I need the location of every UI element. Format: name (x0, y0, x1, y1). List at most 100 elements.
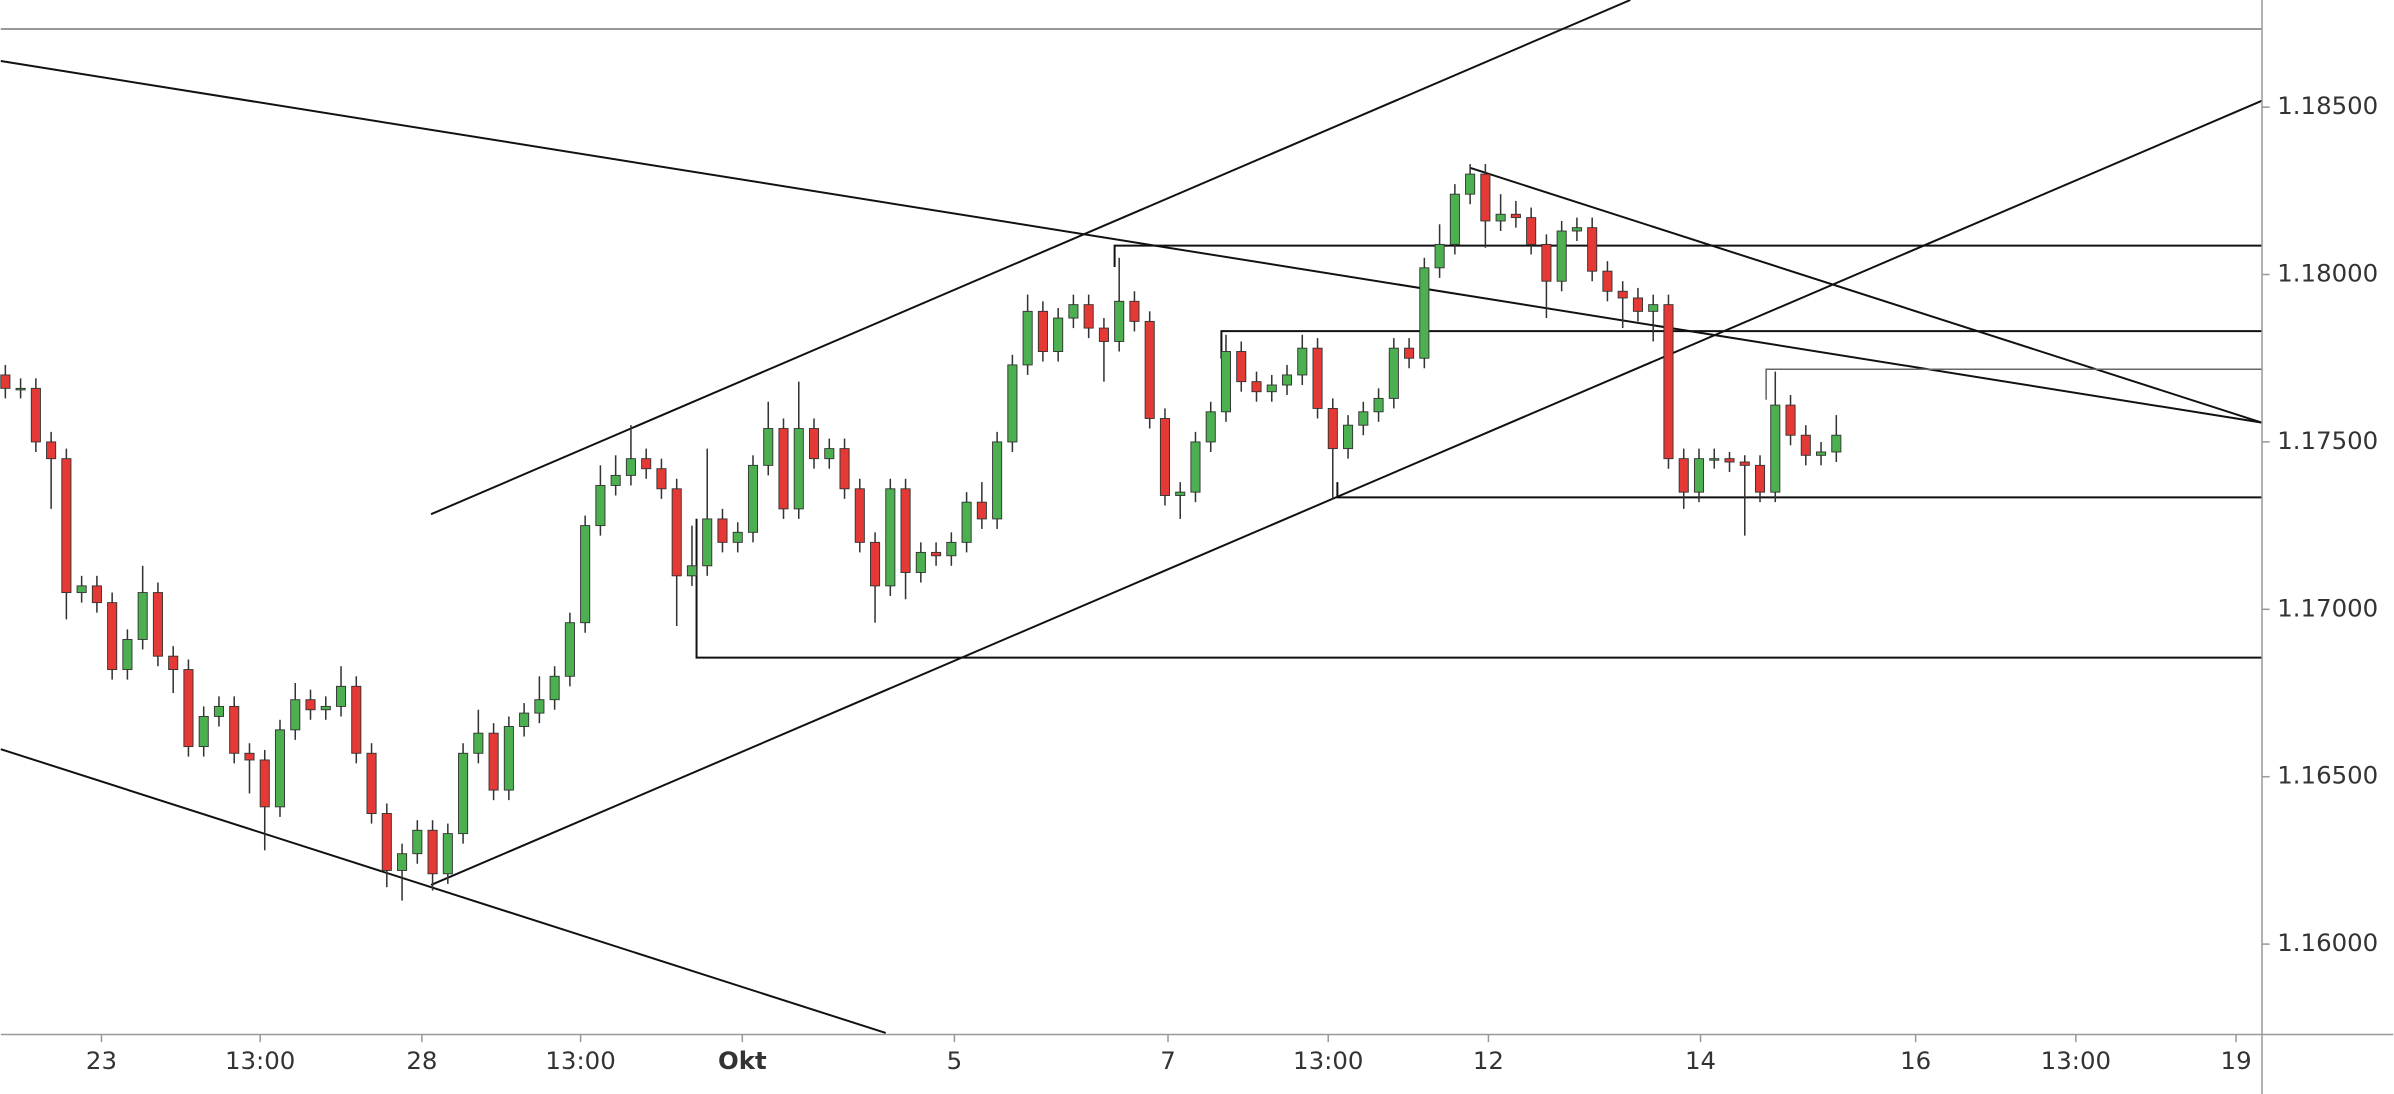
candle-body (1175, 491, 1186, 496)
candle-body (641, 458, 652, 470)
candle-body (625, 458, 636, 476)
candle-body (1693, 458, 1705, 493)
candle-body (778, 428, 789, 510)
candle-body (854, 488, 865, 543)
candle-body (1785, 404, 1796, 436)
candle-body (656, 468, 667, 490)
candle-body (198, 715, 209, 748)
candle-body (1434, 243, 1445, 269)
candle-body (885, 488, 896, 587)
candle-body (442, 833, 453, 875)
candle-body (1800, 434, 1811, 456)
candle-body (1129, 300, 1140, 322)
candle-body (671, 488, 682, 577)
candle-body (1190, 441, 1201, 493)
y-tick-label: 1.17000 (2277, 593, 2378, 622)
trend-line (430, 99, 2263, 886)
candle-body (1739, 461, 1750, 466)
candle-body (46, 441, 57, 460)
candle-body (381, 813, 392, 871)
candle-body (488, 732, 499, 791)
level-line (1336, 482, 2263, 499)
candle-body (1709, 458, 1720, 461)
candle-body (1556, 230, 1567, 282)
candle-body (793, 428, 804, 510)
level-line (1220, 330, 2263, 359)
candle-body (1632, 297, 1643, 312)
candle-body (564, 622, 575, 677)
candle-body (305, 699, 316, 711)
candle-body (1465, 173, 1476, 195)
candle-body (946, 541, 957, 557)
x-tick-label: 13:00 (545, 1046, 615, 1075)
candle-body (1144, 320, 1155, 419)
level-line (695, 518, 2263, 659)
x-tick-label: 13:00 (2041, 1046, 2111, 1075)
x-tick-label: 19 (2221, 1046, 2252, 1075)
y-tick-label: 1.17500 (2277, 426, 2378, 455)
candle-body (961, 501, 972, 543)
candle-body (1831, 434, 1842, 453)
candle-body (1236, 351, 1247, 383)
x-tick-label: 28 (406, 1046, 437, 1075)
candle-body (686, 565, 697, 577)
x-tick-label: 23 (86, 1046, 117, 1075)
candle-body (1083, 304, 1094, 329)
candle-body (1388, 347, 1399, 399)
candle-body (1312, 347, 1323, 409)
level-line (1113, 244, 2263, 268)
candle-body (1266, 384, 1277, 393)
candle-body (1617, 290, 1628, 299)
candle-body (1373, 397, 1384, 413)
candle-body (1205, 411, 1216, 443)
trend-line (0, 60, 2263, 424)
candle-body (1053, 317, 1064, 352)
candle-body (137, 592, 148, 640)
candle-body (1159, 418, 1170, 496)
x-tick-label: 13:00 (225, 1046, 295, 1075)
candle-body (1571, 227, 1582, 232)
candle-body (519, 712, 530, 727)
candle-body (458, 752, 469, 835)
candle-body (610, 474, 621, 486)
candle-body (30, 387, 41, 443)
candle-body (1724, 458, 1735, 463)
y-tick-label: 1.18000 (2277, 259, 2378, 288)
candle-body (15, 387, 26, 391)
candle-body (274, 729, 286, 808)
candle-body (427, 829, 438, 875)
candle-body (122, 638, 133, 671)
candle-body (595, 484, 606, 527)
candle-body (915, 551, 926, 573)
candle-body (503, 726, 514, 791)
candle-body (183, 669, 194, 748)
x-tick-label: 14 (1685, 1046, 1716, 1075)
candle-body (1480, 173, 1491, 222)
candle-body (1037, 310, 1048, 352)
candle-body (580, 525, 591, 624)
candle-body (168, 655, 179, 671)
candle-body (1022, 310, 1033, 366)
x-tick-label: 13:00 (1293, 1046, 1363, 1075)
candle-body (1449, 193, 1460, 245)
trend-line (0, 748, 887, 1034)
candle-body (549, 675, 560, 701)
trend-line (430, 0, 1631, 516)
trend-line (1469, 166, 2263, 424)
candle-body (1007, 364, 1018, 443)
candle-body (152, 592, 163, 657)
candle-body (107, 602, 118, 671)
candle-body (1098, 327, 1109, 342)
candle-body (1526, 217, 1537, 245)
candle-body (747, 464, 759, 533)
candle-body (76, 585, 87, 594)
candle-body (702, 518, 713, 567)
candle-body (290, 699, 301, 731)
level-line (1765, 368, 2263, 400)
candle-body (335, 685, 347, 707)
candle-body (91, 585, 102, 604)
x-tick-label: 16 (1900, 1046, 1931, 1075)
candle-body (1068, 304, 1079, 319)
candle-body (259, 759, 270, 808)
candle-body (1602, 270, 1613, 292)
